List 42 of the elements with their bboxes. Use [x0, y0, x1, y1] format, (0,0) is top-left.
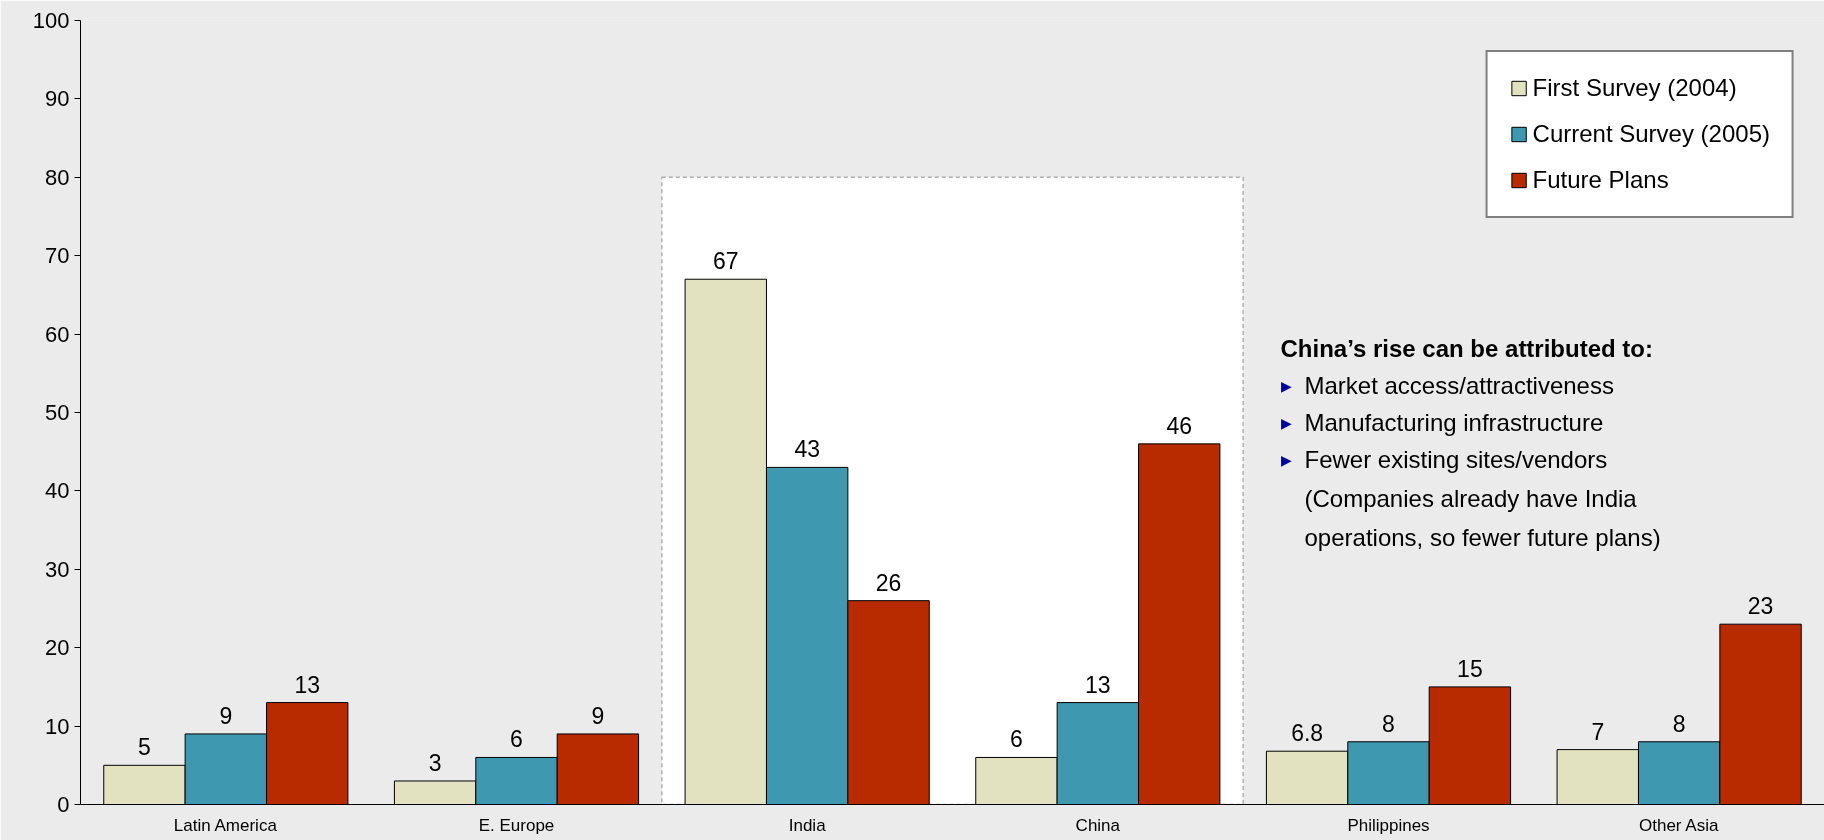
x-tick-label: Philippines	[1347, 815, 1430, 835]
data-label: 7	[1591, 718, 1605, 745]
legend-label: First Survey (2004)	[1532, 74, 1737, 102]
y-tick-label: 20	[45, 635, 70, 661]
y-tick-label: 70	[45, 243, 70, 269]
data-label: 23	[1747, 593, 1774, 620]
data-label: 9	[219, 702, 233, 729]
y-tick-label: 80	[45, 164, 70, 190]
data-label: 26	[875, 569, 902, 596]
annotation: China’s rise can be attributed to:	[1280, 334, 1654, 362]
data-label: 8	[1382, 710, 1395, 737]
data-label: 9	[591, 702, 605, 729]
x-tick-label: India	[788, 815, 827, 835]
legend-label: Current Survey (2005)	[1532, 120, 1770, 148]
y-tick-label: 30	[45, 556, 70, 582]
data-label: 43	[794, 436, 820, 463]
data-label: 3	[428, 749, 442, 776]
data-label: 5	[138, 734, 151, 761]
data-label: 13	[294, 671, 321, 698]
legend-label: Future Plans	[1532, 166, 1669, 194]
x-tick-label: China	[1075, 815, 1121, 835]
y-tick-label: 60	[45, 321, 70, 347]
data-label: 15	[1457, 655, 1483, 682]
annotation: ▶ Fewer existing sites/vendors (Companies already have India operations, so fewer future plans)	[1280, 445, 1661, 551]
x-tick-label: E. Europe	[478, 815, 555, 835]
data-label: 13	[1085, 671, 1111, 698]
y-tick-label: 90	[45, 86, 70, 112]
data-label: 67	[712, 248, 739, 275]
y-tick-label: 10	[45, 713, 70, 739]
annotation: ▶ Manufacturing infrastructure	[1280, 408, 1604, 436]
data-label: 6.8	[1291, 720, 1324, 747]
y-tick-label: 40	[45, 478, 70, 504]
data-label: 8	[1672, 710, 1686, 737]
x-tick-label: Latin America	[173, 815, 278, 835]
data-label: 46	[1166, 412, 1193, 439]
annotation: ▶ Market access/attractiveness	[1280, 371, 1614, 399]
x-tick-label: Other Asia	[1639, 815, 1719, 835]
y-tick-label: 100	[32, 8, 70, 33]
y-tick-label: 0	[57, 792, 70, 817]
data-label: 6	[510, 726, 523, 753]
y-tick-label: 50	[45, 400, 70, 425]
data-label: 6	[1010, 726, 1023, 753]
